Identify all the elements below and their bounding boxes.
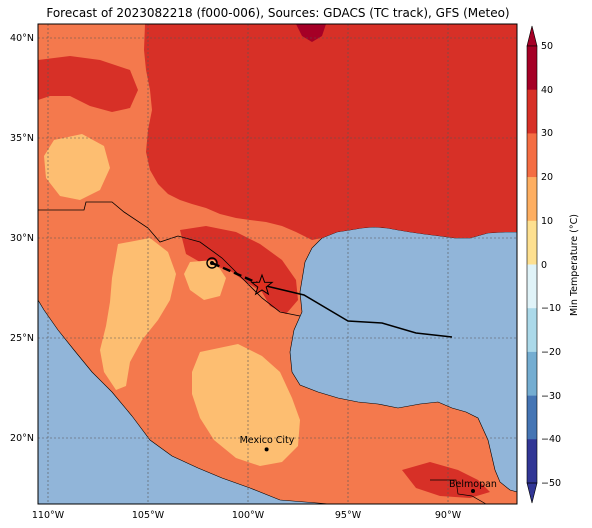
colorbar-tick: 10 [541,216,553,227]
forecast-track-line [261,284,453,338]
hot-zone-west [38,56,138,112]
lon-tick: 110°W [32,510,65,521]
colorbar-label: Min Temperature (°C) [569,214,580,316]
cool-zone-plateau [184,260,226,300]
belmopan-dot [471,489,475,493]
colorbar-ticks: 50 40 30 20 10 0 −10 −20 −30 −40 −50 [541,41,561,489]
colorbar-block [527,46,537,90]
colorbar-block [527,133,537,178]
colorbar-block [527,220,537,265]
colorbar-top-extension [526,25,538,47]
cool-zone-mexico [192,344,300,466]
lat-tick: 25°N [10,333,34,344]
colorbar-tick: −10 [541,303,561,314]
cool-zone-central [100,238,176,390]
lat-tick: 35°N [10,133,34,144]
guatemala-border [430,479,487,505]
colorbar-tick: 30 [541,128,553,139]
lat-tick: 30°N [10,233,34,244]
colorbar-block [527,439,537,484]
lat-tick: 20°N [10,433,34,444]
extreme-zone [296,24,326,42]
colorbar-tick: −30 [541,391,561,402]
lon-tick: 90°W [435,510,462,521]
colorbar-block [527,351,537,396]
colorbar-block [527,308,537,353]
current-position-star [250,273,274,296]
lon-tick: 95°W [335,510,362,521]
colorbar-tick: 20 [541,172,553,183]
lon-axis: 110°W 105°W 100°W 95°W 90°W [32,510,462,521]
map-panel: Mexico City Belmopan [37,23,518,505]
colorbar-tick: −40 [541,434,561,445]
lon-tick: 100°W [232,510,265,521]
lat-axis: 40°N 35°N 30°N 25°N 20°N [10,33,34,444]
hot-zone-texas [180,226,298,314]
gridlines [38,24,517,504]
colorbar-block [527,264,537,309]
mexico-city-label: Mexico City [240,435,295,446]
past-position-dot [210,261,214,265]
colorbar-frame [526,45,538,484]
colorbar-block [527,177,537,222]
hot-zone-north [144,24,517,240]
colorbar-bottom-extension [526,482,538,504]
lat-tick: 40°N [10,33,34,44]
colorbar: 50 40 30 20 10 0 −10 −20 −30 −40 −50 Min… [526,25,580,504]
colorbar-tick: −50 [541,478,561,489]
belmopan-label: Belmopan [449,479,497,490]
cool-zone-west [44,134,110,200]
lon-tick: 105°W [132,510,165,521]
colorbar-tick: 40 [541,85,553,96]
colorbar-tick: 50 [541,41,553,52]
mexico-city-dot [264,447,269,452]
past-track-line [211,261,263,287]
colorbar-tick: −20 [541,347,561,358]
colorbar-block [527,89,537,134]
us-mexico-border [38,201,301,317]
colorbar-tick: 0 [541,260,547,271]
colorbar-blocks [527,46,537,484]
map-frame [37,23,518,505]
past-position-marker [206,257,218,269]
map-title: Forecast of 2023082218 (f000-006), Sourc… [46,6,510,20]
colorbar-block [527,395,537,440]
